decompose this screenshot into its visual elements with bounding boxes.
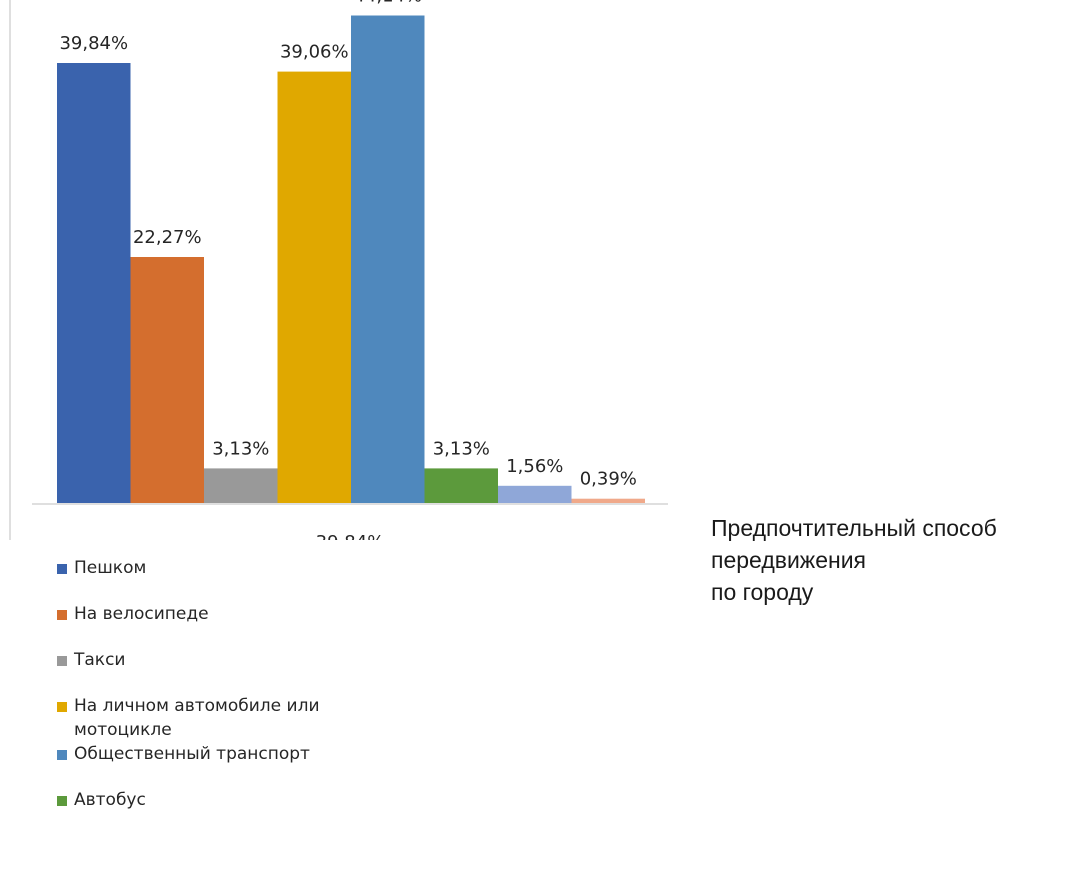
bar-6 [424, 468, 498, 503]
side-title-line-1: Предпочтительный способ [711, 515, 997, 541]
side-title-line-3: по городу [711, 579, 814, 605]
legend-label-1: Пешком [74, 558, 147, 578]
legend-swatch-6 [57, 796, 67, 806]
data-labels-group: 39,84% 22,27% 3,13% 39,06% 44,14% 3,13% 1,56% 0… [59, 0, 636, 490]
bars-group [57, 15, 645, 503]
legend-item-1: Пешком [57, 556, 397, 580]
bar-7 [498, 485, 572, 503]
legend-swatch-3 [57, 656, 67, 666]
data-label-8: 0,39% [580, 469, 637, 490]
legend-label-4: На личном автомобиле или мотоцикле [74, 696, 320, 740]
data-label-5: 44,14% [353, 0, 422, 7]
bar-8 [571, 498, 645, 503]
bar-4 [277, 71, 351, 503]
bar-1 [57, 63, 131, 503]
side-title-line-2: передвижения [711, 547, 866, 573]
legend-label-2: На велосипеде [74, 604, 209, 624]
bar-2 [130, 257, 204, 503]
legend-label-5: Общественный транспорт [74, 744, 310, 764]
bar-5 [351, 15, 425, 503]
data-label-6: 3,13% [433, 438, 490, 459]
legend-item-4: На личном автомобиле или мотоцикле [57, 694, 397, 742]
side-title: Предпочтительный способ передвижения по … [711, 512, 997, 608]
legend-item-2: На велосипеде [57, 602, 397, 626]
bar-3 [204, 468, 278, 503]
legend-swatch-2 [57, 610, 67, 620]
data-label-4: 39,06% [280, 42, 349, 63]
legend-label-6: Автобус [74, 790, 146, 810]
legend-item-6: Автобус [57, 788, 397, 812]
legend-item-3: Такси [57, 648, 397, 672]
data-label-3: 3,13% [212, 438, 269, 459]
legend-item-5: Общественный транспорт [57, 742, 397, 766]
legend-swatch-4 [57, 702, 67, 712]
bar-chart: 39,84% 22,27% 3,13% 39,06% 44,14% 3,13% 1,56% 0… [9, 0, 668, 540]
x-category-label: 39,84% [316, 532, 385, 540]
legend: Пешком На велосипеде Такси На личном автомо… [57, 556, 397, 812]
legend-swatch-1 [57, 564, 67, 574]
legend-label-3: Такси [74, 650, 126, 670]
legend-swatch-5 [57, 750, 67, 760]
data-label-7: 1,56% [506, 456, 563, 477]
data-label-1: 39,84% [59, 33, 128, 54]
data-label-2: 22,27% [133, 227, 202, 248]
